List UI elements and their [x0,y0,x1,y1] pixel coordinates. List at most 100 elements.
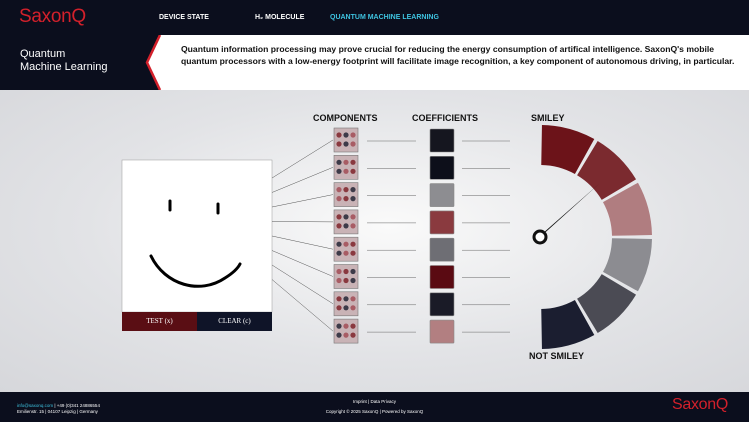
component-pattern [343,268,349,275]
component-pattern [336,168,342,174]
component-thumb [333,127,359,153]
component-pattern [350,223,356,229]
gauge-label: NOT SMILEY [529,351,585,361]
component-pattern [350,214,356,220]
column-heading: COEFFICIENTS [412,113,479,123]
component-pattern [343,305,349,311]
component-pattern [336,305,342,311]
gauge-needle [538,183,600,239]
component-thumb [333,209,359,235]
drawing-canvas[interactable] [121,159,273,313]
coefficient [429,292,455,317]
gauge-segment [577,274,637,334]
component-pattern [343,159,349,165]
component-pattern [343,132,349,138]
ml-graphic [121,125,652,349]
component-thumb [333,291,359,317]
gauge-label: SMILEY [531,113,565,123]
component-pattern [343,241,349,247]
component-thumb [333,236,359,262]
test-button[interactable]: TEST (x) [122,312,197,331]
component-pattern [343,323,349,329]
connector [271,279,334,332]
coefficient [429,156,455,180]
description: Quantum information processing may prove… [181,44,735,66]
gauge-segment [541,125,595,175]
component-pattern [343,168,349,174]
component-pattern [343,187,349,193]
gauge-segment [577,140,637,200]
component-pattern [350,268,356,275]
component-pattern [336,187,342,193]
component-pattern [343,332,349,338]
clear-button[interactable]: CLEAR (c) [197,312,272,331]
component-pattern [343,196,349,202]
phone: | +49 (0)341 24886554 [54,403,100,408]
component-pattern [350,196,356,202]
component-thumb [333,264,359,289]
component-pattern [336,250,342,256]
component-pattern [350,187,356,193]
component-pattern [350,323,356,329]
smiley-drawing [149,199,242,288]
component-pattern [350,296,356,302]
component-pattern [336,323,342,329]
email[interactable]: info@saxonq.com [17,403,54,408]
component-pattern [350,168,356,174]
copyright: Copyright © 2025 SaxonQ | Powered by Sax… [325,409,424,414]
component-pattern [350,241,356,247]
component-pattern [350,277,356,284]
header-panel [0,35,162,90]
footer-links[interactable]: Imprint | Data Privacy [353,399,396,404]
component-pattern [336,196,342,202]
component-pattern [336,268,342,275]
contact: info@saxonq.com | +49 (0)341 24886554 [17,403,100,408]
coefficient [429,210,455,235]
component-pattern [343,277,349,284]
coefficient [429,319,455,344]
component-thumb [333,182,359,207]
connector [271,194,334,208]
component-pattern [343,223,349,229]
coefficient [429,237,455,262]
footer: info@saxonq.com | +49 (0)341 24886554 Em… [0,392,749,422]
component-pattern [343,141,349,147]
coefficient [429,265,455,289]
component-pattern [343,214,349,220]
component-pattern [350,305,356,311]
component-thumb [333,155,359,180]
logo[interactable]: SaxonQ [19,6,86,27]
address: Emilienstr. 15 | 04107 Leipzig | Germany [17,409,98,414]
component-pattern [336,132,342,138]
component-pattern [336,141,342,147]
component-pattern [343,250,349,256]
coefficient [429,128,455,153]
component-pattern [336,159,342,165]
coefficient [429,183,455,207]
header-title: Quantum Machine Learning [20,48,107,74]
component-pattern [336,277,342,284]
component-pattern [336,214,342,220]
component-pattern [350,332,356,338]
column-heading: COMPONENTS [313,113,378,123]
component-pattern [336,296,342,302]
nav-item[interactable]: DEVICE STATE [159,14,209,21]
component-thumb [333,318,359,344]
nav-item[interactable]: H₂ MOLECULE [255,14,305,21]
gauge-segment [602,182,652,236]
gauge-segment [602,238,652,292]
component-pattern [350,250,356,256]
connector [271,235,334,250]
component-pattern [343,296,349,302]
header: Quantum Machine Learning Quantum informa… [0,35,749,90]
footer-logo[interactable]: SaxonQ [672,396,729,413]
gauge-segment [541,299,595,349]
nav-item-active[interactable]: QUANTUM MACHINE LEARNING [330,14,439,21]
connector [271,139,334,179]
component-pattern [350,159,356,165]
top-nav: SaxonQ DEVICE STATE H₂ MOLECULE QUANTUM … [0,0,749,35]
title-line: Quantum [20,48,66,60]
component-pattern [350,141,356,147]
component-pattern [336,241,342,247]
